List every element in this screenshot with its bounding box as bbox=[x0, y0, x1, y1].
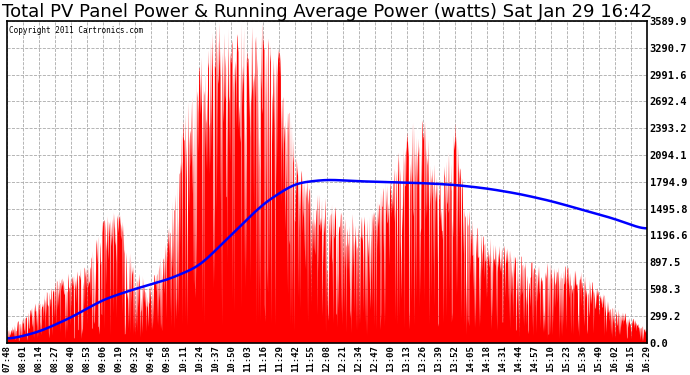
Text: Copyright 2011 Cartronics.com: Copyright 2011 Cartronics.com bbox=[8, 26, 143, 35]
Title: Total PV Panel Power & Running Average Power (watts) Sat Jan 29 16:42: Total PV Panel Power & Running Average P… bbox=[2, 3, 652, 21]
